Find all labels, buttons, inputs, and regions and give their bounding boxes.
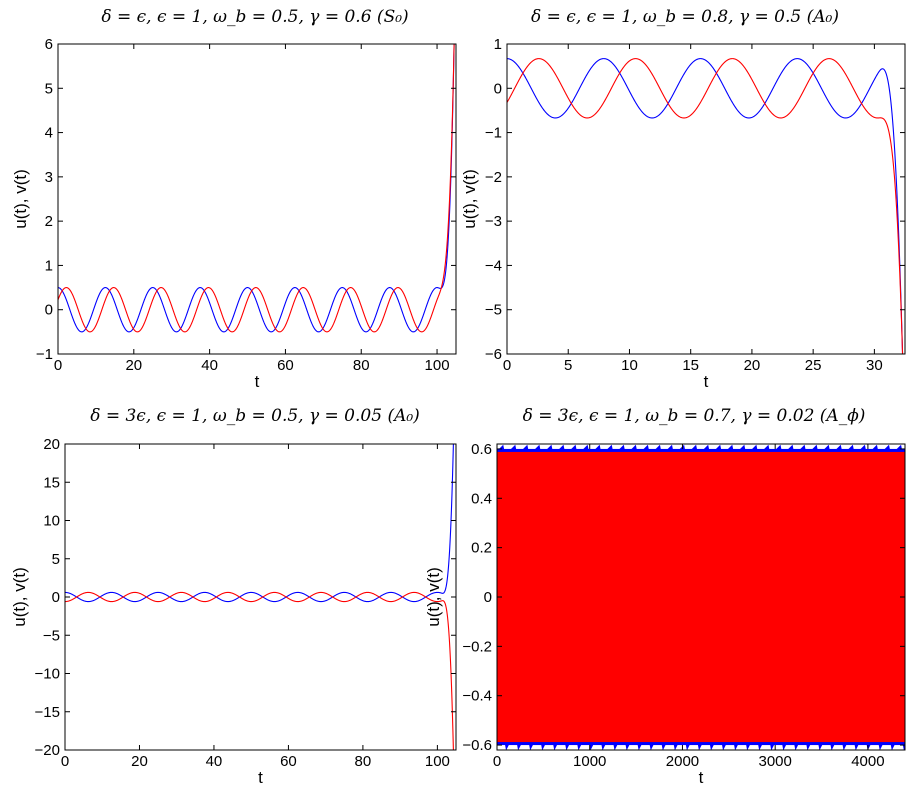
x-axis-label: t bbox=[255, 372, 260, 391]
y-tick-label: 10 bbox=[43, 513, 60, 530]
y-tick-label: −3 bbox=[485, 213, 502, 230]
y-tick-label: 15 bbox=[43, 474, 60, 491]
subplot-3: δ = 3ϵ, ϵ = 1, ω_b = 0.5, γ = 0.05 (A₀) 0… bbox=[10, 406, 457, 787]
y-axis-label: u(t), v(t) bbox=[11, 169, 30, 229]
x-tick-label: 60 bbox=[277, 357, 294, 374]
x-tick-label: 20 bbox=[125, 357, 142, 374]
subplot-2: δ = ϵ, ϵ = 1, ω_b = 0.8, γ = 0.5 (A₀) 0 5 1… bbox=[460, 7, 906, 391]
y-tick-label: 5 bbox=[52, 551, 60, 568]
y-tick-label: 0.2 bbox=[471, 540, 492, 557]
y-tick-label: −0.6 bbox=[462, 737, 492, 754]
x-tick-label: 40 bbox=[206, 753, 223, 770]
y-tick-label: −6 bbox=[485, 346, 502, 363]
red-series-line bbox=[58, 44, 455, 333]
red-series-line bbox=[65, 591, 454, 750]
x-tick-label: 80 bbox=[353, 357, 370, 374]
x-tick-label: 0 bbox=[54, 357, 62, 374]
plot-area bbox=[507, 58, 904, 354]
y-tick-label: 20 bbox=[43, 436, 60, 453]
y-tick-label: −20 bbox=[35, 742, 60, 759]
red-series-line bbox=[507, 58, 904, 354]
y-tick-label: 1 bbox=[494, 36, 502, 53]
x-tick-label: 0 bbox=[61, 753, 69, 770]
y-tick-label: 3 bbox=[45, 169, 53, 186]
x-axis-label: t bbox=[699, 768, 704, 787]
subplot-4: δ = 3ϵ, ϵ = 1, ω_b = 0.7, γ = 0.02 (A_ϕ)… bbox=[424, 406, 906, 787]
blue-series-line bbox=[65, 444, 454, 603]
blue-series-line bbox=[507, 58, 904, 354]
y-tick-label: −0.2 bbox=[462, 638, 492, 655]
y-tick-label: 0 bbox=[52, 589, 60, 606]
x-tick-label: 2000 bbox=[666, 753, 699, 770]
chart-title: δ = 3ϵ, ϵ = 1, ω_b = 0.7, γ = 0.02 (A_ϕ) bbox=[523, 406, 866, 426]
y-tick-label: 4 bbox=[45, 125, 53, 142]
x-tick-label: 10 bbox=[621, 357, 638, 374]
plot-area bbox=[497, 444, 905, 750]
y-tick-label: −1 bbox=[485, 125, 502, 142]
y-tick-label: 6 bbox=[45, 36, 53, 53]
subplot-1: δ = ϵ, ϵ = 1, ω_b = 0.5, γ = 0.6 (S₀)0 20… bbox=[11, 7, 457, 391]
x-tick-label: 0 bbox=[493, 753, 501, 770]
y-tick-label: −15 bbox=[35, 704, 60, 721]
y-tick-label: 1 bbox=[45, 257, 53, 274]
y-tick-label: −2 bbox=[485, 169, 502, 186]
y-tick-label: 0.6 bbox=[471, 441, 492, 458]
x-tick-label: 3000 bbox=[758, 753, 791, 770]
x-tick-label: 100 bbox=[425, 753, 450, 770]
y-tick-label: 0 bbox=[494, 80, 502, 97]
x-tick-label: 0 bbox=[503, 357, 511, 374]
blue-series-line bbox=[58, 44, 455, 333]
red-series-band bbox=[497, 451, 905, 743]
x-tick-label: 30 bbox=[866, 357, 883, 374]
y-tick-label: 0 bbox=[484, 589, 492, 606]
axes-frame bbox=[506, 43, 906, 355]
plot-area bbox=[58, 44, 455, 333]
y-tick-label: −0.4 bbox=[462, 688, 492, 705]
x-axis-label: t bbox=[258, 768, 263, 787]
chart-title: δ = 3ϵ, ϵ = 1, ω_b = 0.5, γ = 0.05 (A₀) bbox=[90, 406, 420, 426]
red-series-spikes bbox=[500, 452, 905, 742]
x-tick-label: 20 bbox=[131, 753, 148, 770]
y-tick-label: −10 bbox=[35, 666, 60, 683]
axes-frame bbox=[57, 43, 457, 355]
x-tick-label: 20 bbox=[744, 357, 761, 374]
y-axis-label: u(t), v(t) bbox=[424, 567, 443, 627]
x-tick-label: 100 bbox=[425, 357, 450, 374]
y-axis-label: u(t), v(t) bbox=[10, 567, 29, 627]
x-tick-label: 1000 bbox=[573, 753, 606, 770]
y-tick-label: 5 bbox=[45, 80, 53, 97]
y-tick-label: −5 bbox=[485, 302, 502, 319]
x-axis-label: t bbox=[704, 372, 709, 391]
chart-title: δ = ϵ, ϵ = 1, ω_b = 0.5, γ = 0.6 (S₀) bbox=[101, 7, 408, 27]
y-tick-label: −1 bbox=[36, 346, 53, 363]
x-tick-label: 40 bbox=[201, 357, 218, 374]
y-tick-label: −4 bbox=[485, 257, 502, 274]
x-tick-label: 60 bbox=[280, 753, 297, 770]
y-tick-label: 0.4 bbox=[471, 490, 492, 507]
x-tick-label: 80 bbox=[355, 753, 372, 770]
plot-area bbox=[65, 444, 454, 750]
x-tick-label: 15 bbox=[682, 357, 699, 374]
x-tick-label: 25 bbox=[805, 357, 822, 374]
x-tick-label: 5 bbox=[564, 357, 572, 374]
chart-title: δ = ϵ, ϵ = 1, ω_b = 0.8, γ = 0.5 (A₀) bbox=[531, 7, 839, 27]
y-tick-label: 0 bbox=[45, 302, 53, 319]
y-tick-label: 2 bbox=[45, 213, 53, 230]
y-tick-label: −5 bbox=[43, 627, 60, 644]
y-axis-label: u(t), v(t) bbox=[460, 169, 479, 229]
x-tick-label: 4000 bbox=[851, 753, 884, 770]
